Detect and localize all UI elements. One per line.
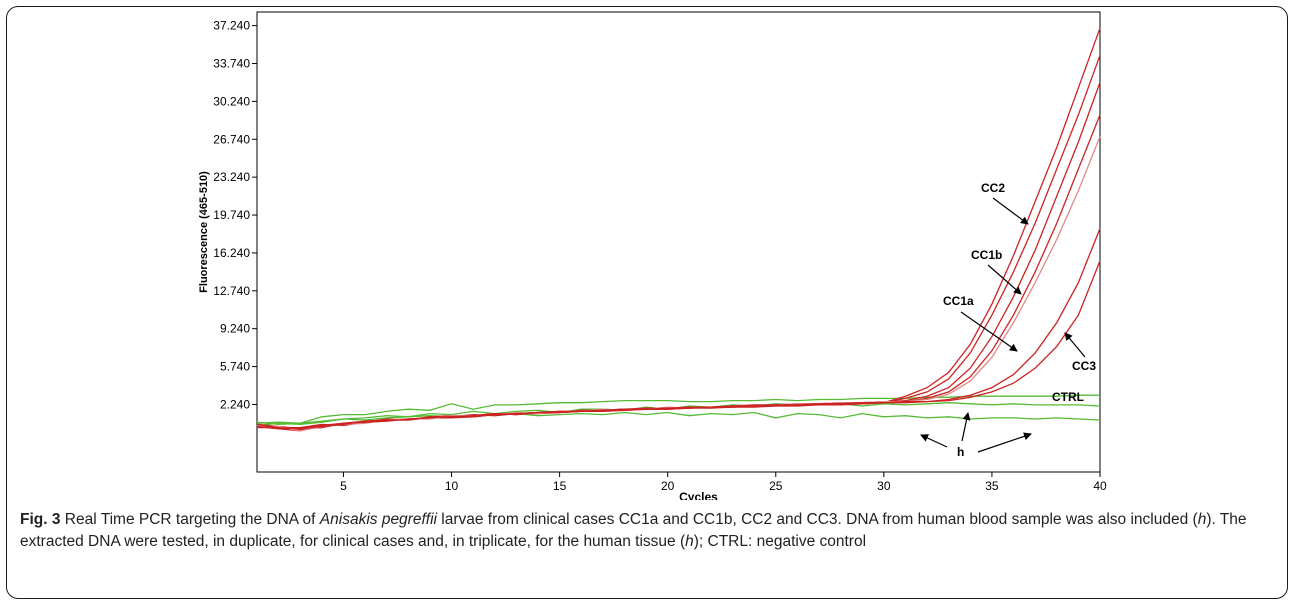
series-line-clinical [257, 114, 1101, 429]
y-tick-label: 30.240 [213, 94, 250, 108]
series-line-clinical [256, 55, 1101, 432]
series-line-clinical [256, 27, 1101, 431]
y-tick-label: 5.740 [220, 360, 250, 374]
annotation-cc3: CC3 [1072, 359, 1096, 373]
series-line-clinical [256, 260, 1101, 430]
series-line-clinical_light [256, 136, 1101, 432]
y-axis-label: Fluorescence (465-510) [198, 171, 210, 293]
x-tick-label: 25 [769, 479, 783, 493]
annotation-cc1b: CC1b [971, 248, 1002, 262]
y-tick-label: 12.740 [213, 284, 250, 298]
figure-caption: Fig. 3 Real Time PCR targeting the DNA o… [20, 509, 1275, 553]
series-layer [256, 27, 1101, 432]
arrow-cc1b [987, 264, 1022, 295]
caption-text-4: ); CTRL: negative control [693, 533, 867, 550]
x-tick-label: 15 [553, 479, 567, 493]
x-tick-label: 30 [877, 479, 891, 493]
annotation-layer: CC2 CC1b CC1a CC3 CTRL h [920, 181, 1096, 459]
x-tick-label: 20 [661, 479, 675, 493]
x-tick-label: 40 [1093, 479, 1107, 493]
y-tick-label: 26.740 [213, 132, 250, 146]
annotation-h: h [957, 445, 964, 459]
series-line-control [256, 411, 1101, 427]
y-tick-label: 9.240 [220, 322, 250, 336]
arrow-h-3 [977, 432, 1032, 453]
x-axis-label: Cycles [679, 490, 718, 500]
x-tick-label: 5 [340, 479, 347, 493]
y-tick-label: 33.740 [213, 57, 250, 71]
y-tick-label: 16.240 [213, 246, 250, 260]
annotation-ctrl: CTRL [1052, 390, 1084, 404]
caption-species: Anisakis pegreffii [319, 511, 437, 528]
annotation-cc2: CC2 [981, 181, 1005, 195]
x-tick-label: 10 [445, 479, 459, 493]
arrow-cc1a [960, 311, 1018, 352]
axes-layer: 2.240 5.740 9.240 12.740 16.240 19.740 23.240 2… [198, 11, 1107, 500]
caption-fig-label: Fig. 3 [20, 511, 61, 528]
arrow-cc2 [992, 197, 1029, 225]
y-tick-label: 37.240 [213, 19, 250, 33]
plot-area [256, 11, 1101, 473]
arrow-cc3 [1064, 332, 1086, 358]
annotation-cc1a: CC1a [943, 294, 974, 308]
y-tick-label: 23.240 [213, 170, 250, 184]
figure-frame [6, 6, 1288, 599]
caption-text-3: ). The extracted DNA were tested, in dup… [20, 511, 1247, 550]
caption-text-1: Real Time PCR targeting the DNA of [60, 511, 320, 528]
caption-h-1: h [1197, 511, 1207, 528]
x-tick-label: 35 [985, 479, 999, 493]
arrow-h-2 [961, 412, 971, 442]
y-tick-label: 19.740 [213, 208, 250, 222]
y-tick-label: 2.240 [220, 397, 250, 411]
caption-text-2: larvae from clinical cases CC1a and CC1b… [436, 511, 1198, 528]
arrow-h-1 [920, 434, 948, 448]
caption-h-2: h [685, 533, 694, 550]
pcr-line-chart: 2.240 5.740 9.240 12.740 16.240 19.740 23.240 2… [198, 11, 1107, 500]
